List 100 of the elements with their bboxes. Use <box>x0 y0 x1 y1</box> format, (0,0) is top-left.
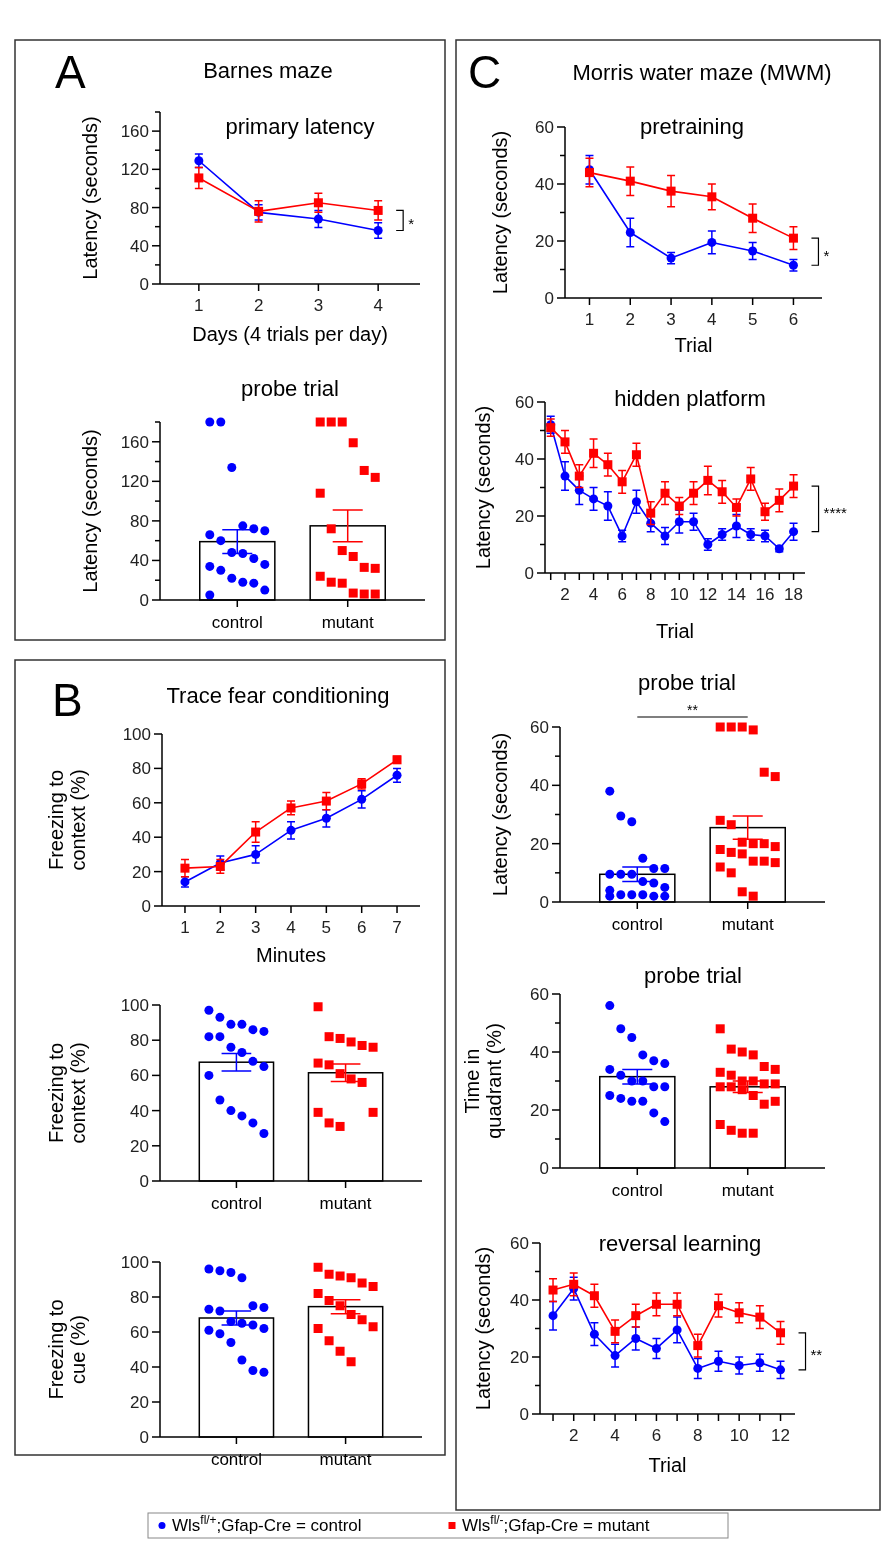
y-tick-label: 0 <box>139 274 149 294</box>
point <box>321 796 331 806</box>
y-tick-label: 20 <box>130 1392 149 1412</box>
point <box>672 1299 682 1309</box>
text: **** <box>823 503 848 521</box>
point <box>703 475 713 485</box>
point <box>321 813 331 823</box>
y-tick-label: 40 <box>130 1101 149 1121</box>
legend-label: Wls$^{fl/+}$;Gfap-Cre = control <box>172 1513 362 1536</box>
point <box>251 827 261 837</box>
x-tick-label: 4 <box>588 585 599 604</box>
x-axis-title: Minutes <box>255 944 327 966</box>
y-tick-label: 20 <box>535 231 554 251</box>
y-tick-label: 100 <box>120 1252 149 1272</box>
y-axis-title: Freezing to context (%) <box>45 769 89 871</box>
y-tick-label: 60 <box>130 1066 149 1086</box>
y-tick-label: 40 <box>130 236 149 256</box>
point <box>625 227 635 237</box>
x-tick-label: 6 <box>651 1426 662 1445</box>
point <box>731 502 741 512</box>
y-axis-title: Latency (seconds) <box>489 732 511 897</box>
point <box>755 1358 765 1368</box>
point <box>717 487 727 497</box>
y-tick-label: 60 <box>510 1233 529 1253</box>
point <box>789 481 799 491</box>
point <box>631 450 641 460</box>
y-tick-label: 20 <box>530 1100 549 1120</box>
y-tick-label: 0 <box>139 1427 149 1447</box>
x-tick-label: 2 <box>560 585 570 604</box>
x-tick-label: mutant <box>319 1450 372 1469</box>
y-tick-label: 60 <box>515 392 534 412</box>
point <box>689 517 699 527</box>
text: A <box>55 46 86 98</box>
y-axis-title: Freezing to context (%) <box>45 1042 89 1144</box>
point <box>610 1326 620 1336</box>
y-tick-label: 20 <box>530 834 549 854</box>
x-tick-label: control <box>611 915 663 934</box>
point <box>589 448 599 458</box>
point <box>666 186 676 196</box>
point <box>373 225 383 235</box>
y-tick-label: 0 <box>139 1171 149 1191</box>
y-tick-label: 0 <box>141 896 151 916</box>
y-tick-label: 40 <box>130 1357 149 1377</box>
y-axis-title: Freezing to cue (%) <box>45 1299 89 1400</box>
x-axis-title: Days (4 trials per day) <box>192 323 388 345</box>
chart-title: probe trial <box>638 670 736 695</box>
point <box>789 527 799 537</box>
point <box>674 501 684 511</box>
point <box>286 825 296 835</box>
point <box>631 1311 641 1321</box>
x-tick-label: mutant <box>319 1194 372 1213</box>
y-tick-label: 120 <box>120 472 149 492</box>
y-tick-label: 100 <box>122 724 151 744</box>
point <box>748 213 758 223</box>
y-tick-label: 0 <box>524 563 534 583</box>
point <box>603 501 613 511</box>
x-tick-label: 12 <box>698 585 718 604</box>
x-tick-label: 2 <box>625 310 635 329</box>
y-tick-label: 60 <box>535 117 554 137</box>
point <box>313 214 323 224</box>
y-tick-label: 0 <box>139 590 149 610</box>
point <box>774 495 784 505</box>
point <box>672 1325 682 1335</box>
text: C <box>468 46 502 98</box>
legend-label: Wls$^{fl/-}$;Gfap-Cre = mutant <box>462 1513 650 1536</box>
x-axis-title: Trial <box>655 620 695 642</box>
x-tick-label: 8 <box>645 585 656 604</box>
y-axis-title: Latency (seconds) <box>472 405 494 570</box>
point <box>548 1311 558 1321</box>
point <box>713 1356 723 1366</box>
point <box>734 1361 744 1371</box>
y-axis-title: Latency (seconds) <box>79 116 101 280</box>
chart-title: Barnes maze <box>203 58 333 83</box>
point <box>693 1363 703 1373</box>
point <box>788 233 798 243</box>
y-tick-label: 60 <box>530 717 549 737</box>
y-axis-title: Latency (seconds) <box>79 429 101 593</box>
point <box>373 205 383 215</box>
x-tick-label: control <box>211 613 263 632</box>
chart-title: Morris water maze (MWM) <box>572 60 832 85</box>
point <box>569 1279 579 1289</box>
x-tick-label: 2 <box>253 296 264 315</box>
x-tick-label: 3 <box>666 310 676 329</box>
point <box>651 1343 661 1353</box>
point <box>748 246 758 256</box>
y-tick-label: 0 <box>544 288 554 308</box>
x-tick-label: 4 <box>707 310 717 329</box>
y-tick-label: 40 <box>132 828 151 848</box>
y-tick-label: 40 <box>535 174 554 194</box>
y-tick-label: 20 <box>510 1347 529 1367</box>
y-tick-label: 20 <box>130 1136 149 1156</box>
chart-subtitle: primary latency <box>225 114 375 139</box>
y-tick-label: 80 <box>130 1031 149 1051</box>
y-axis-title: Latency (seconds) <box>472 1246 494 1411</box>
chart-title: Trace fear conditioning <box>166 683 390 708</box>
x-tick-label: control <box>611 1181 663 1200</box>
point <box>589 1329 599 1339</box>
x-axis-title: Trial <box>648 1454 687 1476</box>
x-tick-label: 18 <box>784 585 804 604</box>
x-tick-label: 14 <box>726 585 746 604</box>
